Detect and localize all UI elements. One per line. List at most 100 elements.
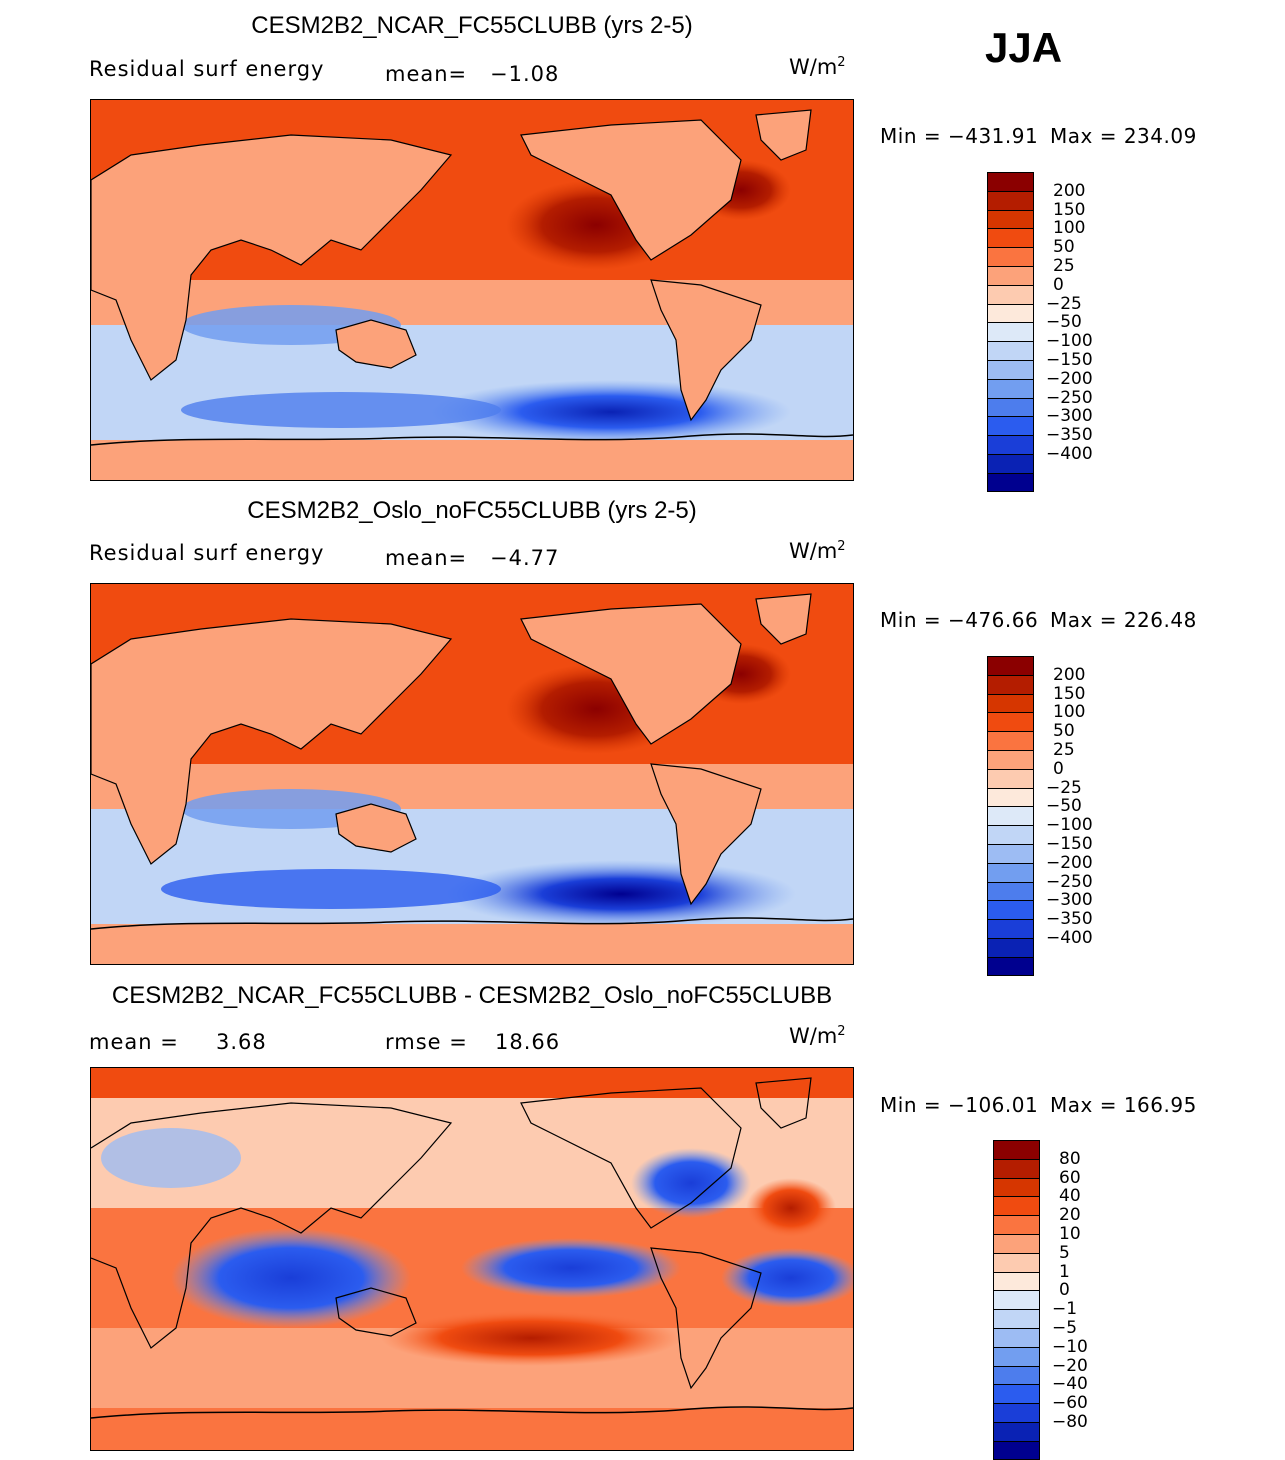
rmse-label: rmse = (385, 1030, 468, 1054)
colorbar-swatch (993, 1271, 1040, 1291)
colorbar-swatch (993, 1252, 1040, 1272)
atlantic-positive (746, 1178, 836, 1238)
colorbar-swatch (987, 787, 1034, 807)
colorbar-tick-label: −150 (1046, 350, 1093, 370)
colorbar-tick-label: 1 (1059, 1261, 1070, 1282)
colorbar-tick-label: −25 (1046, 293, 1082, 314)
indian-ocean-negative (171, 1228, 411, 1328)
colorbar-swatch (987, 284, 1034, 304)
min-label: Min = −106.01 (880, 1093, 1039, 1117)
colorbar-swatch (993, 1158, 1040, 1178)
units-label: W/m2 (789, 539, 846, 563)
colorbar-tick-label: 10 (1059, 1224, 1081, 1244)
colorbar-tick-label: 0 (1053, 274, 1064, 295)
colorbar-swatch (993, 1196, 1040, 1216)
colorbar-tick-label: −1 (1052, 1299, 1078, 1320)
colorbar-swatch (987, 435, 1034, 454)
colorbar-tick-label: −350 (1046, 425, 1093, 446)
colorbar-tick-label: 200 (1053, 664, 1086, 685)
colorbar-tick-label: −40 (1052, 1374, 1088, 1395)
colorbar-tick-label: −250 (1046, 387, 1093, 408)
greenland-outline (755, 1077, 812, 1129)
colorbar-swatch (987, 674, 1034, 694)
indian-ocean-low (181, 392, 501, 428)
colorbar-tick-label: 100 (1053, 218, 1086, 239)
colorbar-swatch (993, 1309, 1040, 1328)
units-label: W/m2 (789, 55, 846, 79)
colorbar-swatch (993, 1290, 1040, 1310)
colorbar-tick-label: −50 (1046, 796, 1082, 817)
colorbar-tick-label: −10 (1052, 1336, 1088, 1357)
colorbar-swatch (987, 172, 1034, 191)
colorbar-swatch (987, 712, 1034, 732)
eurasia-africa-landmass (91, 618, 453, 865)
indian-ocean-low (161, 869, 501, 909)
mean-value: 3.68 (216, 1030, 267, 1054)
max-label: Max = 234.09 (1050, 124, 1197, 148)
south-america-landmass (650, 279, 762, 422)
colorbar-tick-label: 5 (1059, 1242, 1070, 1263)
antarctica-landmass (91, 440, 853, 480)
australia-landmass (335, 319, 417, 369)
colorbar-swatch (987, 322, 1034, 342)
colorbar-tick-label: −50 (1046, 312, 1082, 333)
season-label: JJA (985, 24, 1063, 71)
colorbar-tick-label: −350 (1046, 909, 1093, 930)
eurasia-africa-landmass (91, 134, 453, 381)
pacific-negative (461, 1238, 681, 1298)
colorbar-swatch (987, 416, 1034, 436)
atlantic-negative (721, 1248, 853, 1308)
colorbar-tick-label: 0 (1059, 1280, 1070, 1301)
colorbar-swatch (987, 397, 1034, 417)
colorbar-tick-label: 0 (1053, 758, 1064, 779)
colorbar-tick-label: 150 (1053, 199, 1086, 220)
colorbar-tick-label: −60 (1052, 1393, 1088, 1414)
colorbar-tick-label: 60 (1059, 1167, 1081, 1188)
colorbar-tick-label: 200 (1053, 180, 1086, 201)
colorbar-tick-label: −300 (1046, 890, 1093, 911)
north-america-landmass (520, 603, 742, 745)
colorbar-tick-label: 150 (1053, 683, 1086, 704)
colorbar-tick-label: −25 (1046, 777, 1082, 798)
panel-title: CESM2B2_NCAR_FC55CLUBB - CESM2B2_Oslo_no… (111, 982, 833, 1009)
units-label: W/m2 (789, 1024, 846, 1048)
colorbar-tick-label: 50 (1053, 721, 1075, 742)
variable-label: Residual surf energy (89, 57, 325, 81)
eurasia-africa-outline (91, 1102, 453, 1349)
colorbar-swatch (987, 750, 1034, 769)
colorbar-swatch (987, 378, 1034, 398)
colorbar-swatch (993, 1177, 1040, 1197)
max-label: Max = 226.48 (1050, 608, 1197, 632)
colorbar-swatch (987, 209, 1034, 229)
colorbar-tick-label: −200 (1046, 852, 1093, 873)
colorbar-swatch (993, 1140, 1040, 1159)
colorbar-swatch (993, 1328, 1040, 1347)
colorbar-frame (993, 1140, 1040, 1460)
colorbar-swatch (987, 454, 1034, 473)
colorbar-tick-label: 50 (1053, 237, 1075, 258)
colorbar-tick-label: −200 (1046, 368, 1093, 389)
panel-title: CESM2B2_Oslo_noFC55CLUBB (yrs 2-5) (247, 497, 697, 524)
colorbar-swatch (987, 190, 1034, 210)
colorbar-tick-label: −150 (1046, 834, 1093, 854)
colorbar-swatch (987, 656, 1034, 675)
north-america-landmass (520, 119, 742, 261)
rmse-value: 18.66 (495, 1030, 561, 1054)
map-plot (90, 99, 854, 481)
colorbar-swatch (987, 247, 1034, 266)
colorbar-swatch (987, 938, 1034, 957)
colorbar-tick-label: 25 (1053, 256, 1075, 276)
colorbar-tick-label: −5 (1052, 1318, 1078, 1338)
colorbar-swatch (987, 266, 1034, 285)
pacific-positive (381, 1310, 681, 1366)
north-america-outline (520, 1087, 742, 1229)
min-label: Min = −431.91 (880, 124, 1039, 148)
colorbar-swatch (993, 1234, 1040, 1253)
antarctica-coastline (91, 1406, 853, 1419)
colorbar-tick-label: −250 (1046, 871, 1093, 892)
antarctica-coastline (91, 433, 853, 446)
colorbar-swatch (987, 844, 1034, 863)
colorbar-swatch (987, 919, 1034, 938)
mean-value: −1.08 (490, 62, 560, 86)
colorbar-tick-label: 20 (1059, 1205, 1081, 1226)
